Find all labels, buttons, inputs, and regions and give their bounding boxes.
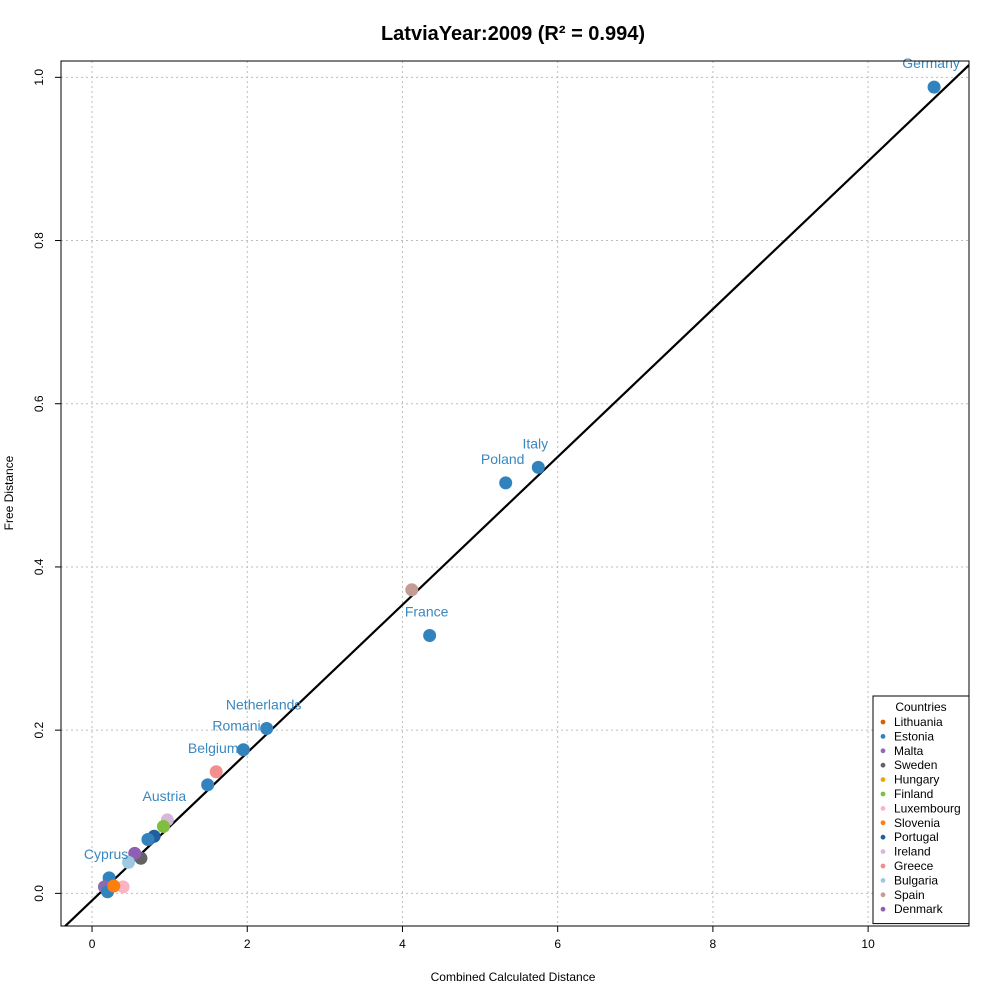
legend-marker bbox=[880, 734, 886, 739]
point-label: Belgium bbox=[188, 740, 239, 756]
legend-marker bbox=[880, 863, 886, 869]
data-point bbox=[107, 879, 121, 893]
data-point bbox=[927, 80, 941, 94]
legend-entry: Slovenia bbox=[894, 816, 940, 830]
data-point bbox=[260, 722, 274, 736]
x-axis-label: Combined Calculated Distance bbox=[431, 970, 596, 984]
data-point bbox=[236, 743, 250, 757]
grid bbox=[61, 61, 969, 926]
data-point bbox=[201, 778, 215, 792]
point-label: Cyprus bbox=[84, 846, 128, 862]
x-tick-label: 6 bbox=[554, 937, 561, 951]
legend-entry: Bulgaria bbox=[894, 873, 938, 887]
x-tick-label: 8 bbox=[710, 937, 717, 951]
plot-area-frame bbox=[60, 60, 970, 927]
x-axis: 0 2 4 6 8 10 bbox=[89, 926, 875, 951]
x-tick-label: 0 bbox=[89, 937, 96, 951]
data-point bbox=[209, 765, 223, 779]
data-point bbox=[116, 880, 130, 894]
x-tick-label: 10 bbox=[861, 937, 875, 951]
y-axis: 0.0 0.2 0.4 0.6 0.8 1.0 bbox=[32, 69, 61, 902]
data-point bbox=[423, 628, 437, 642]
points-layer bbox=[97, 80, 941, 899]
point-label: Germany bbox=[902, 55, 960, 71]
legend-entry: Luxembourg bbox=[894, 801, 961, 815]
legend-title: Countries bbox=[895, 700, 946, 714]
data-point bbox=[531, 460, 545, 474]
point-label: Italy bbox=[522, 435, 548, 451]
legend: CountriesLithuaniaEstoniaMaltaSwedenHung… bbox=[872, 695, 970, 925]
chart-title: LatviaYear:2009 (R² = 0.994) bbox=[381, 23, 645, 45]
point-label: Netherlands bbox=[226, 697, 302, 713]
legend-entry: Estonia bbox=[894, 729, 934, 743]
legend-marker bbox=[880, 762, 886, 768]
y-tick-label: 0.4 bbox=[32, 558, 46, 575]
point-label: Poland bbox=[481, 451, 525, 467]
legend-entry: Ireland bbox=[894, 845, 931, 859]
legend-marker bbox=[880, 777, 886, 782]
y-axis-label: Free Distance bbox=[2, 455, 16, 530]
y-tick-label: 1.0 bbox=[32, 69, 46, 86]
point-label: Austria bbox=[143, 788, 187, 804]
legend-marker bbox=[880, 878, 886, 883]
y-tick-label: 0.0 bbox=[32, 885, 46, 902]
legend-marker bbox=[880, 806, 886, 811]
legend-entry: Malta bbox=[894, 744, 924, 758]
point-label: France bbox=[405, 603, 449, 619]
legend-entry: Denmark bbox=[894, 902, 944, 916]
data-point bbox=[122, 855, 136, 869]
x-tick-label: 4 bbox=[399, 937, 406, 951]
data-point bbox=[141, 833, 155, 846]
y-tick-label: 0.8 bbox=[32, 232, 46, 249]
legend-box bbox=[872, 695, 970, 925]
legend-marker bbox=[880, 791, 886, 797]
legend-entry: Portugal bbox=[894, 830, 939, 844]
y-tick-label: 0.6 bbox=[32, 395, 46, 412]
legend-entry: Lithuania bbox=[894, 715, 943, 729]
legend-entry: Sweden bbox=[894, 758, 937, 772]
legend-marker bbox=[880, 820, 886, 826]
fit-line-layer bbox=[63, 64, 969, 926]
legend-marker bbox=[880, 719, 886, 725]
legend-entry: Spain bbox=[894, 888, 925, 902]
y-tick-label: 0.2 bbox=[32, 721, 46, 738]
legend-marker bbox=[880, 892, 886, 898]
legend-marker bbox=[880, 834, 886, 840]
fit-line bbox=[63, 64, 969, 926]
data-point bbox=[499, 476, 513, 490]
point-label: Romania bbox=[212, 718, 268, 734]
legend-entry: Finland bbox=[894, 787, 933, 801]
x-tick-label: 2 bbox=[244, 937, 251, 951]
legend-marker bbox=[880, 849, 886, 854]
legend-marker bbox=[880, 748, 886, 754]
legend-entry: Greece bbox=[894, 859, 934, 873]
legend-entry: Hungary bbox=[894, 773, 939, 787]
data-point bbox=[405, 583, 419, 597]
data-point bbox=[156, 819, 170, 833]
legend-marker bbox=[880, 906, 886, 912]
